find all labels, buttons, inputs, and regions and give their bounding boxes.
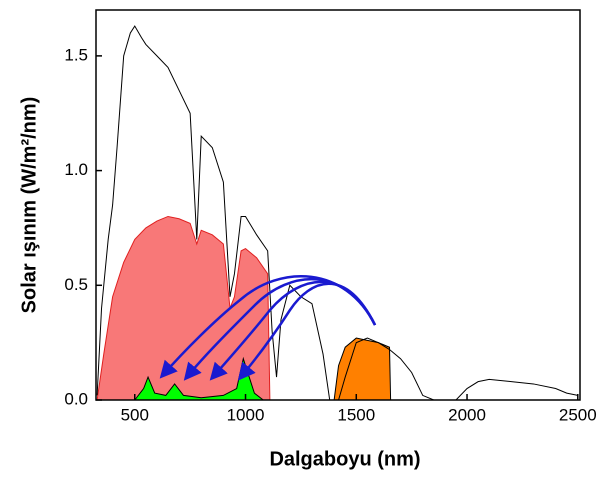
x-axis-label: Dalgaboyu (nm)	[269, 448, 420, 470]
x-tick-label: 2000	[448, 405, 486, 424]
arrows	[159, 275, 377, 381]
area	[333, 337, 392, 401]
arrow	[237, 282, 377, 381]
y-tick-label: 0.5	[64, 275, 88, 294]
plot-frame	[95, 9, 581, 401]
y-tick-label: 0.0	[64, 389, 88, 408]
plot-area	[96, 25, 578, 401]
y-axis-label: Solar ışınım (W/m²/nm)	[18, 97, 40, 314]
area	[133, 356, 265, 401]
x-tick-label: 500	[121, 405, 149, 424]
y-tick-label: 1.5	[64, 45, 88, 64]
area	[96, 215, 271, 401]
y-tick-label: 1.0	[64, 160, 88, 179]
x-tick-label: 1500	[337, 405, 375, 424]
x-tick-label: 2500	[559, 405, 597, 424]
x-tick-label: 1000	[227, 405, 265, 424]
